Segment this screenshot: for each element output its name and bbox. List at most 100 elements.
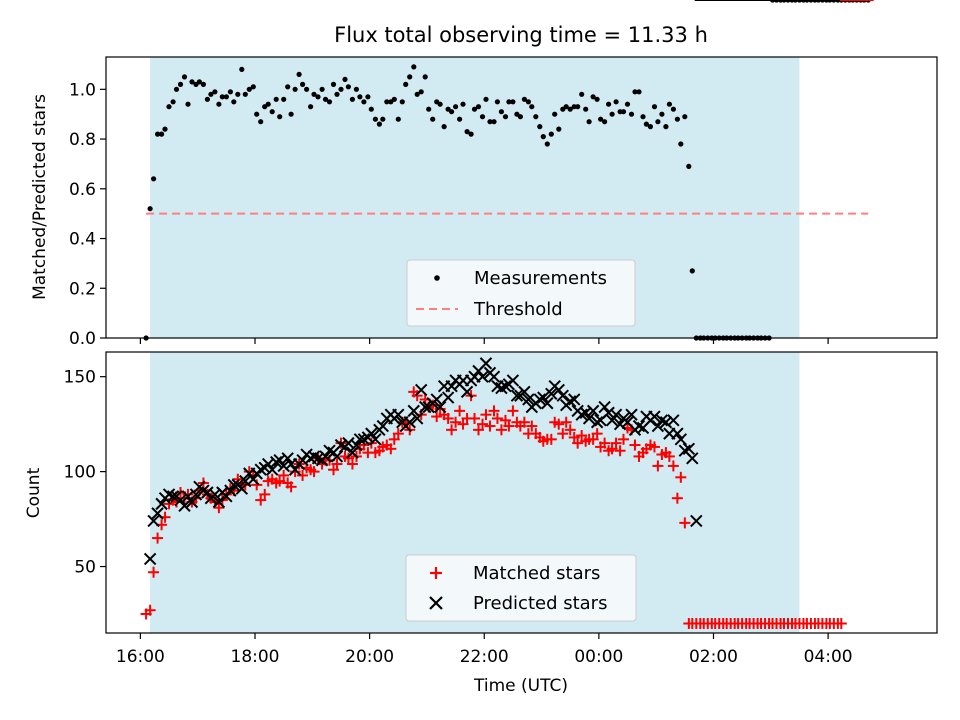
- predicted-star-point: [690, 514, 703, 528]
- measurement-point: [208, 91, 214, 97]
- measurement-point: [258, 119, 264, 125]
- measurement-point: [349, 96, 355, 102]
- measurement-point: [686, 163, 692, 169]
- measurement-point: [598, 116, 604, 122]
- matched-star-point: [388, 433, 400, 445]
- measurement-point: [292, 86, 298, 92]
- ratio-y-tick-label: 0.8: [69, 130, 96, 150]
- predicted-star-point: [479, 357, 493, 370]
- measurement-point: [411, 64, 417, 70]
- predicted-star-point: [590, 416, 604, 429]
- predicted-star-point: [586, 404, 600, 418]
- measurement-point: [502, 114, 509, 120]
- predicted-star-point: [346, 446, 359, 459]
- predicted-star-point: [667, 414, 680, 427]
- count-y-ticks: 50 100 150: [64, 368, 106, 578]
- measurement-point: [173, 86, 180, 92]
- predicted-star-point: [510, 389, 524, 402]
- measurement-point: [579, 91, 585, 97]
- predicted-star-point: [410, 412, 424, 425]
- predicted-star-point: [265, 463, 279, 476]
- measurement-point: [273, 96, 279, 102]
- matched-star-point: [152, 532, 164, 544]
- matched-star-point: [671, 492, 683, 504]
- predicted-star-point: [147, 514, 160, 528]
- measurement-point: [422, 74, 428, 80]
- measurement-point: [479, 114, 486, 120]
- matched-star-point: [331, 458, 343, 470]
- matched-star-point: [518, 416, 530, 428]
- predicted-star-point: [537, 391, 550, 404]
- predicted-star-point: [605, 414, 619, 427]
- measurement-point: [441, 124, 447, 130]
- measurement-point: [475, 104, 482, 110]
- measurement-point: [376, 121, 382, 127]
- predicted-star-point: [162, 488, 176, 501]
- count-panel: 50 100 150 16:00 18:00 20:00 22:00 00:00 02:00 0…: [24, 0, 938, 696]
- predicted-star-point: [533, 393, 547, 406]
- matched-star-point: [663, 450, 675, 462]
- measurement-point: [453, 104, 459, 110]
- predicted-star-point: [220, 490, 233, 503]
- measurement-point: [311, 91, 317, 97]
- matched-star-point: [629, 439, 641, 451]
- predicted-star-point: [506, 374, 520, 387]
- predicted-star-point: [403, 416, 416, 429]
- measurement-point: [212, 89, 218, 95]
- measurement-point: [583, 106, 589, 112]
- measurement-point: [602, 119, 608, 125]
- predicted-star-point: [178, 499, 191, 512]
- predicted-star-point: [518, 385, 531, 399]
- ratio-y-tick-label: 0.0: [69, 329, 96, 349]
- measurement-point: [819, 0, 825, 3]
- predicted-star-point: [151, 507, 164, 520]
- measurement-point: [196, 79, 202, 85]
- predicted-star-point: [460, 385, 474, 399]
- count-legend: Matched stars Predicted stars: [405, 554, 637, 622]
- measurement-point: [296, 71, 302, 77]
- measurement-point: [552, 111, 558, 117]
- measurement-point: [288, 111, 294, 117]
- predicted-star-point: [407, 404, 420, 418]
- measurement-point: [380, 116, 386, 122]
- measurement-point: [155, 131, 161, 137]
- ratio-panel: 0.0 0.2 0.4 0.6 0.8 1.0 Matched/Predicted sta…: [30, 0, 938, 349]
- matched-star-point: [427, 399, 439, 411]
- matched-star-point: [568, 431, 580, 443]
- predicted-star-point: [419, 400, 432, 414]
- predicted-star-point: [671, 427, 684, 440]
- measurement-point: [624, 101, 631, 107]
- ratio-legend: Measurements Threshold: [406, 259, 636, 327]
- measurement-point: [670, 106, 677, 112]
- matched-star-point: [675, 471, 687, 483]
- matched-star-point: [484, 420, 496, 432]
- matched-star-point: [473, 424, 485, 436]
- measurement-point: [223, 94, 229, 100]
- measurement-point: [491, 119, 497, 125]
- matched-star-point: [259, 488, 271, 500]
- predicted-star-point: [185, 495, 199, 509]
- measurement-point: [525, 99, 532, 105]
- predicted-star-point: [659, 416, 673, 429]
- measurement-point: [827, 0, 833, 3]
- measurement-point: [334, 91, 340, 97]
- predicted-star-point: [545, 387, 558, 400]
- measurement-point: [651, 104, 658, 110]
- measurement-point: [468, 131, 474, 137]
- predicted-star-point: [270, 455, 283, 469]
- predicted-star-point: [174, 493, 187, 507]
- matched-star-point: [495, 424, 507, 436]
- predicted-star-point: [648, 410, 661, 423]
- matched-star-point: [614, 445, 626, 457]
- predicted-star-point: [556, 389, 569, 402]
- measurement-point: [537, 124, 543, 130]
- matched-star-point: [308, 466, 320, 478]
- measurement-point: [831, 0, 837, 3]
- measurement-point: [483, 96, 489, 102]
- measurement-point: [277, 114, 283, 120]
- matched-star-point: [526, 420, 538, 432]
- matched-star-point: [648, 441, 660, 453]
- predicted-star-point: [357, 433, 371, 446]
- measurement-point: [449, 109, 455, 115]
- matched-star-point: [144, 604, 156, 616]
